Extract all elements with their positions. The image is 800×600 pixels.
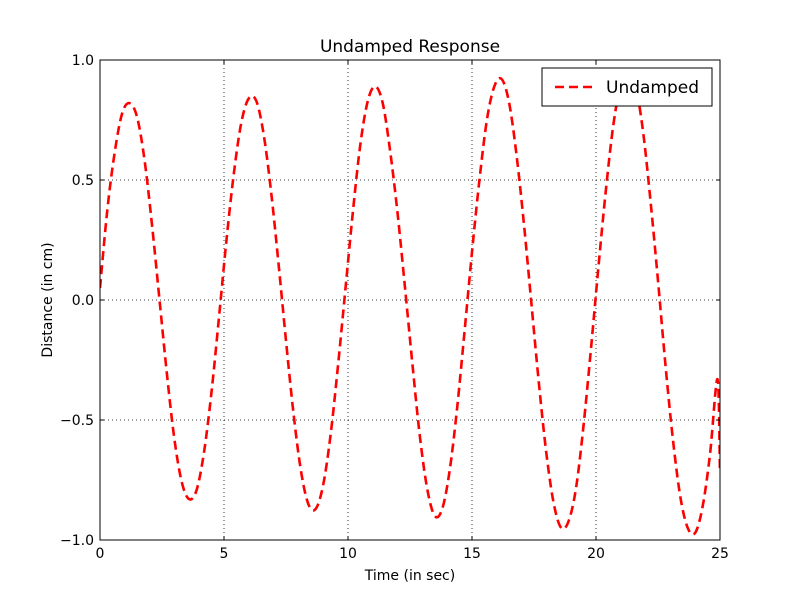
x-tick-label: 25	[711, 546, 729, 562]
x-tick-label: 20	[587, 546, 605, 562]
y-tick-label: −0.5	[60, 413, 94, 429]
y-axis-label: Distance (in cm)	[40, 242, 56, 357]
y-tick-label: −1.0	[60, 533, 94, 549]
x-axis-label: Time (in sec)	[364, 568, 455, 584]
y-tick-label: 0.0	[72, 293, 94, 309]
x-tick-label: 15	[463, 546, 481, 562]
legend-label-undamped: Undamped	[606, 78, 699, 98]
x-tick-label: 0	[96, 546, 105, 562]
chart-title: Undamped Response	[320, 37, 500, 57]
y-tick-label: 0.5	[72, 173, 94, 189]
x-tick-label: 10	[339, 546, 357, 562]
x-tick-label: 5	[220, 546, 229, 562]
y-tick-label: 1.0	[72, 53, 94, 69]
ticks: 0 5 10 15 20 25 −1.0 −0.5 0.0 0.5 1.0	[60, 53, 729, 562]
legend: Undamped	[541, 67, 713, 107]
